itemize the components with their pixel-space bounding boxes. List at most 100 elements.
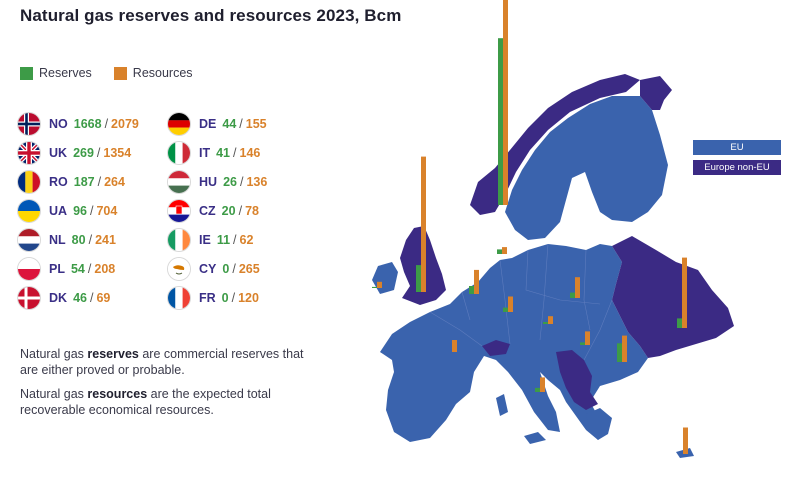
reserves-bar-cz xyxy=(543,322,548,324)
country-row-fr: FR 0/120 xyxy=(168,286,259,310)
ireland-region xyxy=(372,262,398,294)
resources-note-post: are the expected total recoverable econo… xyxy=(20,387,271,417)
page-title: Natural gas reserves and resources 2023,… xyxy=(20,6,402,25)
resources-bar-cy xyxy=(683,427,688,454)
resources-value: 264 xyxy=(104,175,125,189)
country-code: CZ xyxy=(199,204,216,218)
germany-flag-icon xyxy=(168,113,190,135)
poland-flag-icon xyxy=(18,258,40,280)
hungary-flag-icon xyxy=(168,171,190,193)
value-separator: / xyxy=(87,262,92,276)
country-code: DK xyxy=(49,291,68,305)
czechia-flag-icon xyxy=(168,200,190,222)
legend-resources: Resources xyxy=(113,66,193,80)
resources-value: 1354 xyxy=(103,146,132,160)
country-code: IT xyxy=(199,146,211,160)
reserves-value: 46 xyxy=(73,291,87,305)
country-row-no: NO 1668/2079 xyxy=(18,112,139,136)
resources-bar-de xyxy=(508,296,513,312)
resources-bar-fr xyxy=(452,340,457,352)
reserves-note: Natural gas reserves are commercial rese… xyxy=(20,346,320,378)
reserves-bar-no xyxy=(498,38,503,206)
resources-note-pre: Natural gas xyxy=(20,387,88,401)
resources-note-term: resources xyxy=(87,387,148,401)
value-separator: / xyxy=(96,146,101,160)
islands-region xyxy=(496,394,546,444)
resources-value: 241 xyxy=(95,233,116,247)
resources-bar-ua xyxy=(682,257,687,328)
reserves-bar-it xyxy=(535,387,540,392)
resources-bar-uk xyxy=(421,156,426,292)
map-legend-eu: EU xyxy=(693,140,781,155)
country-row-ie: IE 11/62 xyxy=(168,228,253,252)
resources-bar-ro xyxy=(622,335,627,362)
reserves-value: 269 xyxy=(73,146,94,160)
country-row-pl: PL 54/208 xyxy=(18,257,115,281)
value-separator: / xyxy=(97,175,102,189)
country-row-ro: RO 187/264 xyxy=(18,170,125,194)
resources-bar-pl xyxy=(575,277,580,298)
france-flag-icon xyxy=(168,287,190,309)
country-row-ua: UA 96/704 xyxy=(18,199,117,223)
reserves-bar-pl xyxy=(570,292,575,298)
switzerland-region xyxy=(482,340,510,356)
reserves-bar-nl xyxy=(469,286,474,294)
resources-value: 136 xyxy=(246,175,268,189)
value-separator: / xyxy=(88,233,93,247)
reserves-bar-uk xyxy=(416,265,421,292)
resources-value: 62 xyxy=(239,233,254,247)
ukraine-flag-icon xyxy=(18,200,40,222)
greece-region xyxy=(586,408,612,440)
reserves-bar-ie xyxy=(372,286,377,288)
resources-value: 704 xyxy=(96,204,118,218)
reserves-value: 1668 xyxy=(73,117,102,131)
value-separator: / xyxy=(232,262,236,276)
resources-value: 208 xyxy=(94,262,116,276)
reserves-swatch xyxy=(20,66,33,80)
reserves-bar-hu xyxy=(580,342,585,345)
resources-value: 78 xyxy=(245,204,259,218)
country-row-de: DE 44/155 xyxy=(168,112,267,136)
country-row-dk: DK 46/69 xyxy=(18,286,110,310)
reserves-value: 11 xyxy=(216,233,231,247)
country-code: FR xyxy=(199,291,216,305)
country-code: HU xyxy=(199,175,218,189)
netherlands-flag-icon xyxy=(18,229,40,251)
value-separator: / xyxy=(233,146,237,160)
country-row-nl: NL 80/241 xyxy=(18,228,116,252)
reserves-value: 80 xyxy=(71,233,86,247)
resources-note: Natural gas resources are the expected t… xyxy=(20,386,320,418)
resources-bar-nl xyxy=(474,269,479,294)
resources-bar-no xyxy=(503,0,508,205)
reserves-value: 41 xyxy=(216,146,231,160)
country-code: IE xyxy=(199,233,211,247)
country-code: NO xyxy=(49,117,68,131)
reserves-value: 20 xyxy=(221,204,236,218)
legend-reserves: Reserves xyxy=(20,66,92,80)
reserves-note-term: reserves xyxy=(87,347,139,361)
reserves-value: 26 xyxy=(223,175,237,189)
value-separator: / xyxy=(89,204,94,218)
value-separator: / xyxy=(239,117,243,131)
north-east-region xyxy=(640,76,672,110)
value-separator: / xyxy=(89,291,94,305)
reserves-value: 187 xyxy=(73,175,95,189)
reserves-value: 0 xyxy=(221,291,229,305)
reserves-value: 54 xyxy=(70,262,85,276)
resources-value: 2079 xyxy=(111,117,139,131)
reserves-note-pre: Natural gas xyxy=(20,347,88,361)
east-non-eu-region xyxy=(612,236,734,358)
denmark-flag-icon xyxy=(18,287,40,309)
resources-bar-ie xyxy=(377,281,382,288)
country-row-cz: CZ 20/78 xyxy=(168,199,259,223)
value-separator: / xyxy=(104,117,109,131)
country-row-uk: UK 269/1354 xyxy=(18,141,131,165)
resources-value: 69 xyxy=(96,291,111,305)
country-code: DE xyxy=(199,117,217,131)
resources-value: 265 xyxy=(238,262,260,276)
reserves-value: 0 xyxy=(222,262,230,276)
resources-bar-hu xyxy=(585,331,590,345)
reserves-value: 96 xyxy=(73,204,87,218)
value-separator: / xyxy=(239,175,244,189)
